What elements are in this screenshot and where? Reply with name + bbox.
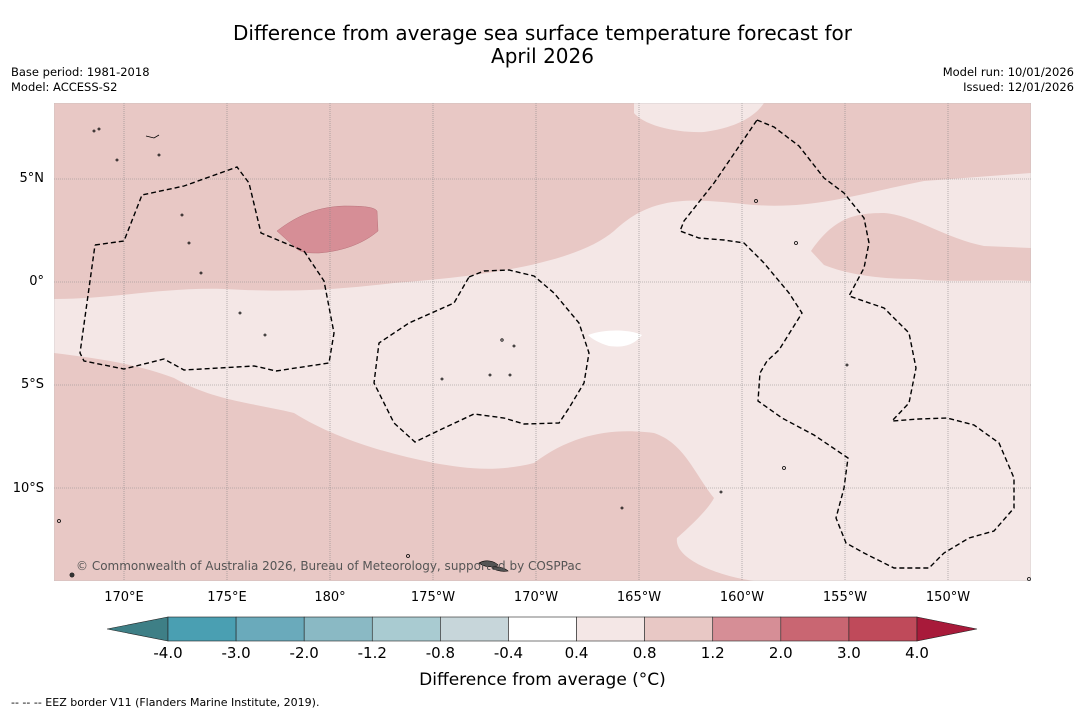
eez-tokelau [373, 269, 590, 443]
base-period: Base period: 1981-2018 [11, 65, 150, 79]
lon-label-165w: 165°W [616, 590, 662, 605]
colorbar-segment [644, 616, 714, 642]
colorbar-segment [780, 616, 850, 642]
model-run: Model run: 10/01/2026 [942, 65, 1074, 79]
colorbar-segment [167, 616, 237, 642]
colorbar-segment [848, 616, 918, 642]
meta-left: Base period: 1981-2018 Model: ACCESS-S2 [11, 65, 150, 95]
title-line-2: April 2026 [491, 44, 594, 68]
lat-label-5n: 5°N [19, 171, 45, 186]
colorbar-segment [303, 616, 373, 642]
lon-label-170e: 170°E [104, 590, 144, 605]
anomaly-fill-north-lobe [634, 103, 764, 133]
colorbar-segment [235, 616, 305, 642]
model-name: Model: ACCESS-S2 [11, 80, 118, 94]
colorbar-tick-label: 2.0 [768, 644, 793, 662]
copyright-credit: © Commonwealth of Australia 2026, Bureau… [76, 559, 582, 573]
anomaly-fill-1.2-2.0 [276, 205, 379, 254]
colorbar-over-arrow [916, 616, 978, 642]
lon-label-160w: 160°W [719, 590, 765, 605]
colorbar-tick-label: 0.4 [564, 644, 589, 662]
issued-date: Issued: 12/01/2026 [963, 80, 1074, 94]
colorbar-segment [576, 616, 645, 642]
lon-label-170w: 170°W [513, 590, 559, 605]
colorbar-tick-label: -4.0 [153, 644, 183, 662]
colorbar-tick-label: 3.0 [836, 644, 861, 662]
anomaly-fill-near-zero [588, 330, 642, 347]
colorbar-tick-label: -0.8 [425, 644, 455, 662]
lon-label-155w: 155°W [822, 590, 868, 605]
meta-right: Model run: 10/01/2026 Issued: 12/01/2026 [943, 65, 1074, 95]
lat-label-0: 0° [29, 274, 44, 289]
sst-anomaly-map [54, 103, 1031, 581]
islands [57, 127, 1031, 581]
colorbar-label: Difference from average (°C) [419, 670, 666, 690]
lon-label-175e: 175°E [207, 590, 247, 605]
lon-label-180: 180° [314, 590, 346, 605]
colorbar-tick-label: -1.2 [357, 644, 387, 662]
lon-label-150w: 150°W [925, 590, 971, 605]
gridlines [54, 103, 1031, 581]
colorbar-tick-label: 0.8 [632, 644, 657, 662]
lon-label-175w: 175°W [410, 590, 456, 605]
eez-legend: -- -- -- EEZ border V11 (Flanders Marine… [11, 696, 320, 709]
eez-borders [79, 119, 1015, 569]
eez-tuvalu [79, 166, 335, 372]
colorbar-segment [712, 616, 782, 642]
colorbar [107, 616, 978, 642]
colorbar-tick-label: 1.2 [700, 644, 725, 662]
anomaly-fill-0.4-0.8 [54, 173, 1031, 581]
island-samoa-east [491, 566, 509, 572]
colorbar-segments [167, 616, 918, 642]
map-title: Difference from average sea surface temp… [0, 22, 1085, 68]
colorbar-tick-label: 4.0 [905, 644, 929, 662]
colorbar-tick-label: -0.4 [493, 644, 524, 662]
colorbar-tick-label: -3.0 [221, 644, 251, 662]
eez-kiribati-line [679, 119, 1015, 569]
lat-label-10s: 10°S [12, 481, 44, 496]
title-line-1: Difference from average sea surface temp… [232, 21, 852, 45]
colorbar-tick-label: -2.0 [289, 644, 319, 662]
lat-label-5s: 5°S [20, 377, 44, 392]
anomaly-fill-east-patch [811, 213, 1031, 281]
colorbar-segment [371, 616, 441, 642]
colorbar-segment [508, 616, 577, 642]
colorbar-under-arrow [107, 616, 169, 642]
island-southwest [70, 573, 74, 577]
colorbar-segment [440, 616, 509, 642]
island-samoa [478, 560, 499, 568]
